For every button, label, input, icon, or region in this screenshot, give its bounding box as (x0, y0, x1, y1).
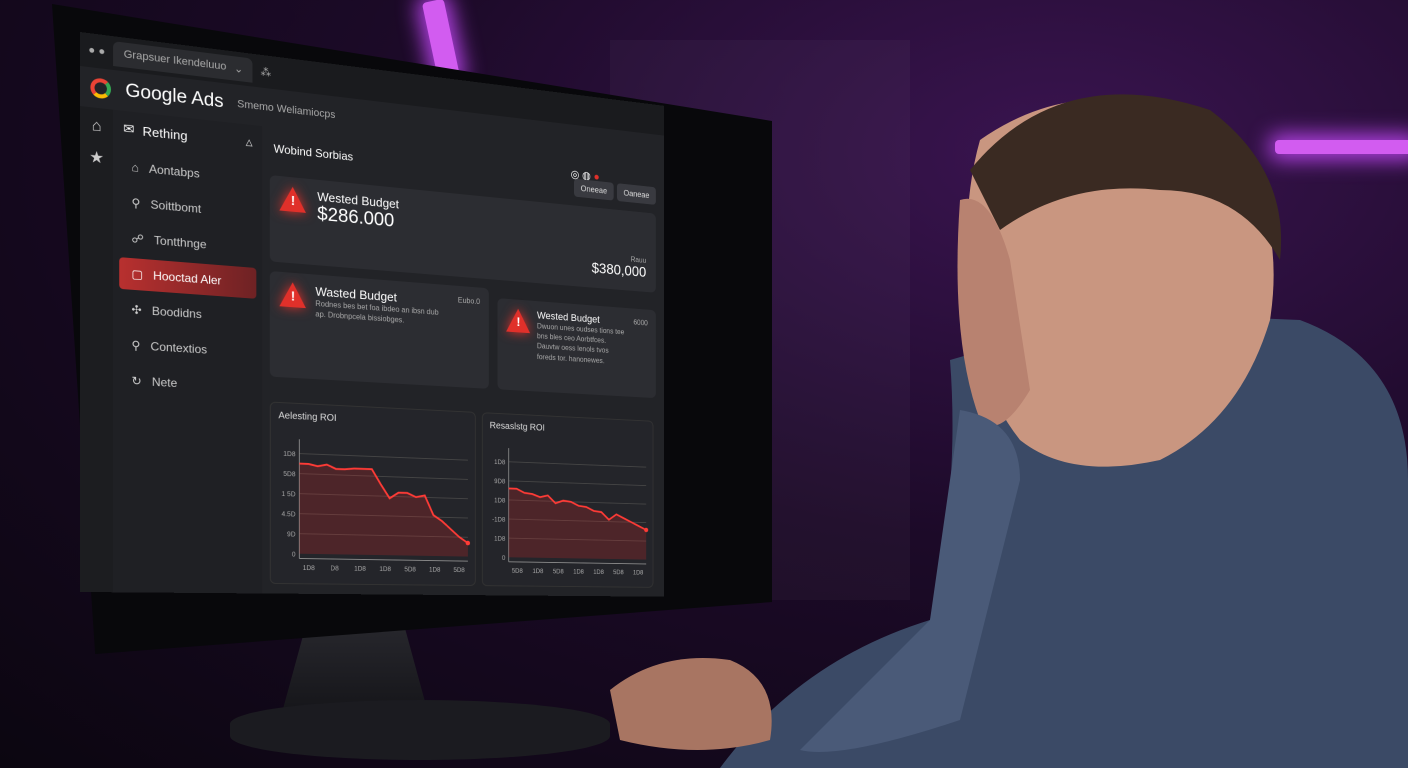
sidebar-item-4[interactable]: ✣ Boodidns (119, 293, 256, 334)
x-axis (299, 558, 468, 561)
chevron-down-icon[interactable]: ⌄ (234, 62, 244, 76)
man-hand-on-face (957, 198, 1030, 426)
man-hair (970, 94, 1282, 260)
x-tick-label: 1D8 (532, 568, 543, 575)
sidebar-item-label: Aontabps (148, 161, 200, 181)
refresh-icon: ↻ (131, 373, 142, 389)
star-icon[interactable]: ★ (89, 148, 104, 168)
app-subtitle: Smemo Weliamiocps (237, 98, 336, 122)
y-tick-label: 1D8 (494, 459, 505, 466)
x-tick-label: 1D8 (593, 569, 604, 575)
x-tick-label: D8 (330, 566, 338, 573)
monitor-screen: ● ● Grapsuer Ikendeluuo ⌄ ⁂ Google Ads Sm… (80, 32, 720, 597)
man-torso (720, 318, 1408, 768)
y-tick-label: 4.5D (282, 511, 296, 518)
sidebar-item-2[interactable]: ☍ Tontthnge (119, 221, 256, 264)
sidebar-item-label: Hooctad Aler (153, 268, 222, 288)
sidebar-item-label: Boodidns (151, 304, 202, 322)
monitor-base (230, 700, 610, 760)
y-tick-label: 5D8 (283, 471, 295, 478)
search-icon: ⚲ (131, 338, 141, 353)
sidebar: ✉ Rething △ ⌂ Aontabps ⚲ Soittbomt ☍ Tontthnge ▢… (113, 109, 263, 594)
window-controls[interactable]: ● ● (88, 44, 106, 59)
warning-icon: ! (279, 185, 306, 213)
home-icon: ⌂ (131, 160, 139, 175)
main-panel: Wobind Sorbias ◎ ◍ ● Oneeae Oaneae ! West… (269, 127, 659, 597)
sidebar-item-3[interactable]: ▢ Hooctad Aler (119, 257, 257, 299)
icon-rail: ⌂ ★ (80, 106, 114, 593)
x-tick-label: 5D8 (512, 568, 523, 575)
man-hand-on-keyboard (610, 658, 772, 750)
new-tab-icon[interactable]: ⁂ (260, 65, 272, 79)
collapse-icon[interactable]: △ (245, 136, 253, 147)
app-title: Google Ads (125, 80, 224, 113)
y-tick-label: 0 (502, 555, 505, 562)
group-icon: ☍ (131, 231, 144, 247)
home-icon[interactable]: ⌂ (91, 117, 102, 136)
area-fill (299, 463, 468, 557)
y-tick-label: 1D8 (283, 451, 295, 458)
roi-chart-1: Aelesting ROI 1D8 5D8 1 5D 4.5D 9D 0 1D8 D8 1D8 1D… (269, 401, 476, 587)
y-tick-label: -1D8 (492, 517, 505, 524)
neon-light-wall (1275, 140, 1408, 154)
x-tick-label: 1D8 (633, 570, 644, 576)
x-tick-label: 1D8 (354, 566, 366, 573)
roi-chart-2: Resaslstg ROI 1D8 9D8 1D8 -1D8 1D8 0 5D8 1D8 5D8 1… (481, 412, 654, 588)
x-tick-label: 5D8 (613, 570, 624, 576)
sidebar-item-label: Tontthnge (153, 233, 207, 252)
sidebar-item-6[interactable]: ↻ Nete (119, 364, 256, 403)
card-badge: Eubo.0 (457, 295, 481, 306)
y-tick-label: 9D (287, 531, 296, 538)
sidebar-item-label: Nete (151, 374, 178, 391)
y-tick-label: 1 5D (282, 491, 296, 498)
y-tick-label: 1D8 (494, 536, 505, 543)
x-tick-label: 1D8 (303, 565, 315, 572)
y-tick-label: 9D8 (494, 478, 505, 485)
mail-icon: ✉ (123, 120, 135, 137)
y-tick-label: 0 (292, 552, 296, 559)
warning-icon: ! (506, 307, 531, 334)
page-title: Wobind Sorbias (273, 141, 354, 164)
square-icon: ▢ (131, 266, 143, 282)
google-ads-logo (90, 77, 112, 100)
warning-icon: ! (279, 281, 306, 309)
wasted-budget-card-2[interactable]: ! Wasted Budget Rodnes bes bet foa ibdeo … (269, 270, 489, 389)
x-tick-label: 5D8 (553, 569, 564, 576)
y-tick-label: 1D8 (494, 498, 505, 505)
man-arm (800, 410, 1020, 752)
sidebar-item-label: Contextios (150, 339, 208, 357)
puzzle-icon: ✣ (131, 302, 142, 318)
area-fill (508, 488, 647, 560)
sidebar-item-5[interactable]: ⚲ Contextios (119, 329, 256, 369)
gridline (299, 454, 468, 461)
man-figure (610, 94, 1408, 768)
x-tick-label: 5D8 (404, 567, 416, 574)
x-tick-label: 1D8 (429, 567, 441, 574)
x-tick-label: 1D8 (573, 569, 584, 575)
x-tick-label: 1D8 (379, 566, 391, 573)
sidebar-item-label: Soittbomt (150, 197, 202, 216)
x-tick-label: 5D8 (453, 567, 464, 574)
search-icon: ⚲ (131, 195, 141, 211)
